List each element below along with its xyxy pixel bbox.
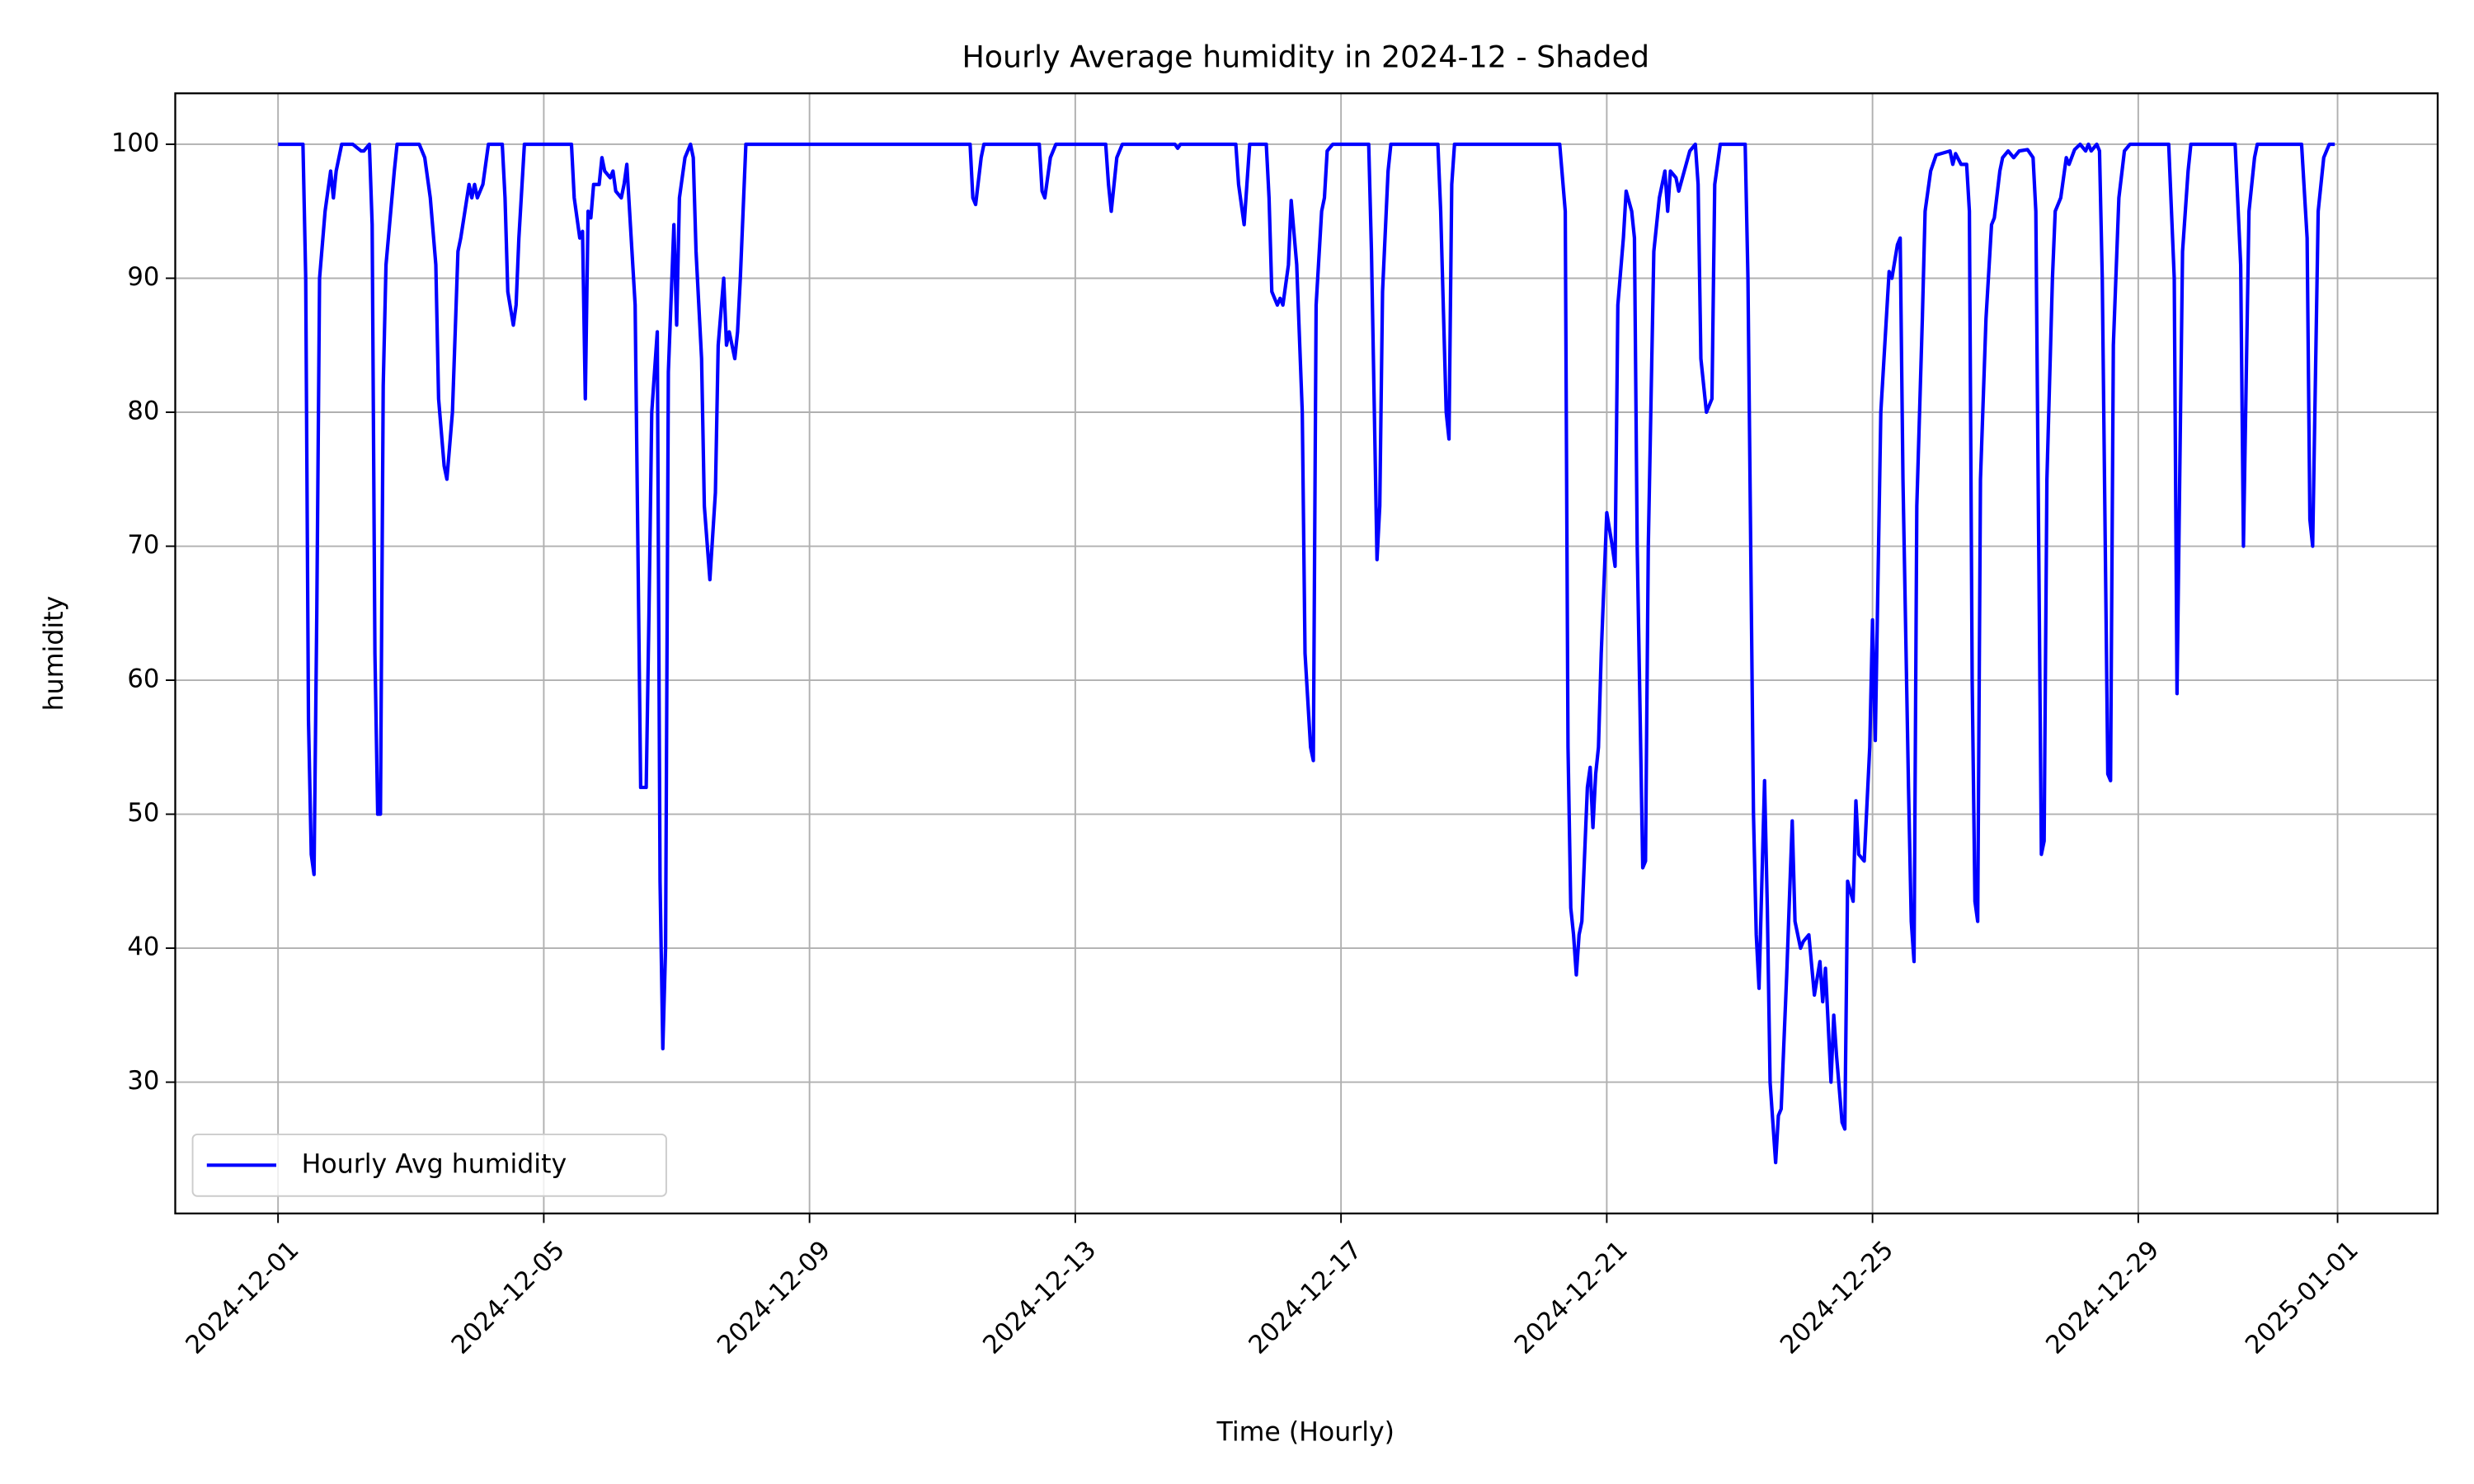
- y-tick-label: 50: [127, 799, 159, 828]
- y-tick-label: 40: [127, 933, 159, 962]
- legend-label: Hourly Avg humidity: [302, 1149, 567, 1179]
- axes-frame: [174, 92, 2439, 1215]
- y-tick-label: 90: [127, 263, 159, 292]
- y-tick-label: 80: [127, 397, 159, 425]
- y-tick-label: 30: [127, 1067, 159, 1096]
- y-tick-label: 70: [127, 531, 159, 560]
- y-axis-title: humidity: [40, 596, 69, 711]
- y-tick-label: 60: [127, 665, 159, 694]
- chart-title: Hourly Average humidity in 2024-12 - Sha…: [962, 39, 1649, 74]
- legend: Hourly Avg humidity: [191, 1133, 667, 1197]
- data-line: [278, 142, 2335, 1165]
- y-tick-label: 100: [111, 129, 159, 157]
- x-axis-title: Time (Hourly): [1216, 1418, 1395, 1448]
- plot-layer: [278, 142, 2335, 1165]
- legend-box: [191, 1133, 667, 1197]
